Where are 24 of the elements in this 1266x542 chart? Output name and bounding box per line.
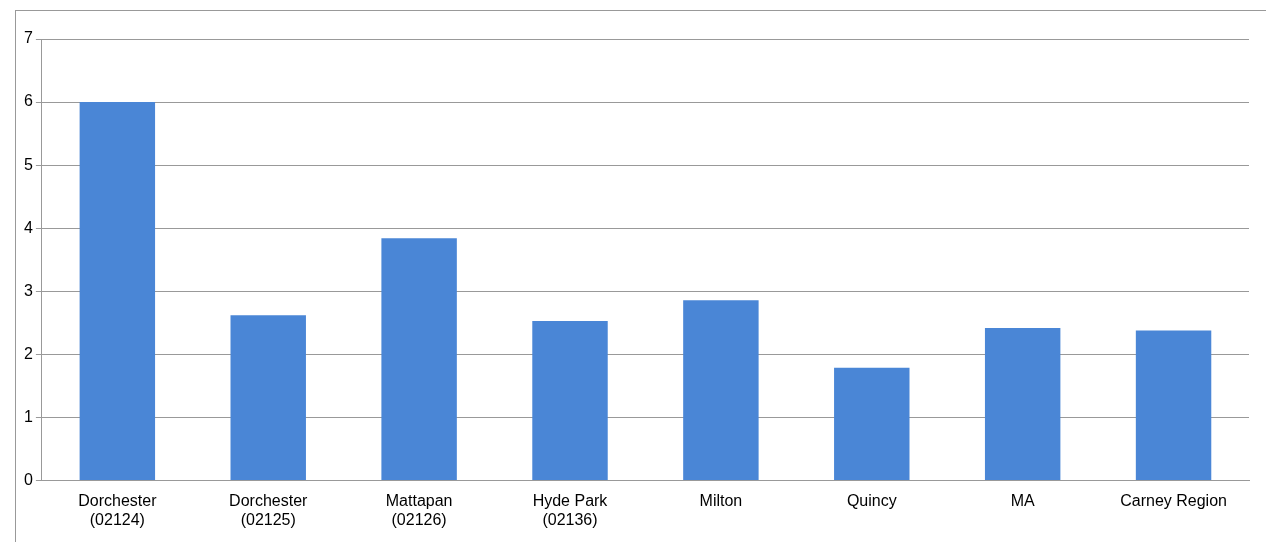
- x-tick-label: Milton: [699, 491, 743, 509]
- bar: [532, 320, 608, 481]
- x-tick-label: Dorchester (02124): [78, 491, 158, 528]
- y-tick-label: 0: [23, 471, 33, 489]
- y-tick-label: 6: [23, 92, 33, 110]
- y-tick-label: 1: [23, 407, 33, 425]
- y-tick-label: 7: [23, 29, 33, 47]
- x-tick-label: Hyde Park (02136): [532, 491, 609, 528]
- x-tick-label: Quincy: [846, 491, 897, 509]
- x-tick-label: Dorchester (02125): [229, 491, 309, 528]
- bar: [79, 102, 156, 481]
- bar: [381, 238, 457, 481]
- bar: [834, 367, 910, 481]
- x-tick-label: MA: [1010, 491, 1035, 509]
- x-tick-label: Mattapan (02126): [385, 491, 453, 528]
- bar: [984, 327, 1061, 481]
- bar: [230, 315, 306, 481]
- bar: [1135, 330, 1212, 481]
- y-tick-label: 5: [23, 155, 33, 173]
- x-tick-label: Carney Region: [1120, 491, 1227, 509]
- y-tick-label: 3: [23, 281, 33, 299]
- bar: [683, 300, 759, 481]
- y-tick-label: 4: [23, 218, 33, 236]
- y-tick-label: 2: [23, 344, 33, 362]
